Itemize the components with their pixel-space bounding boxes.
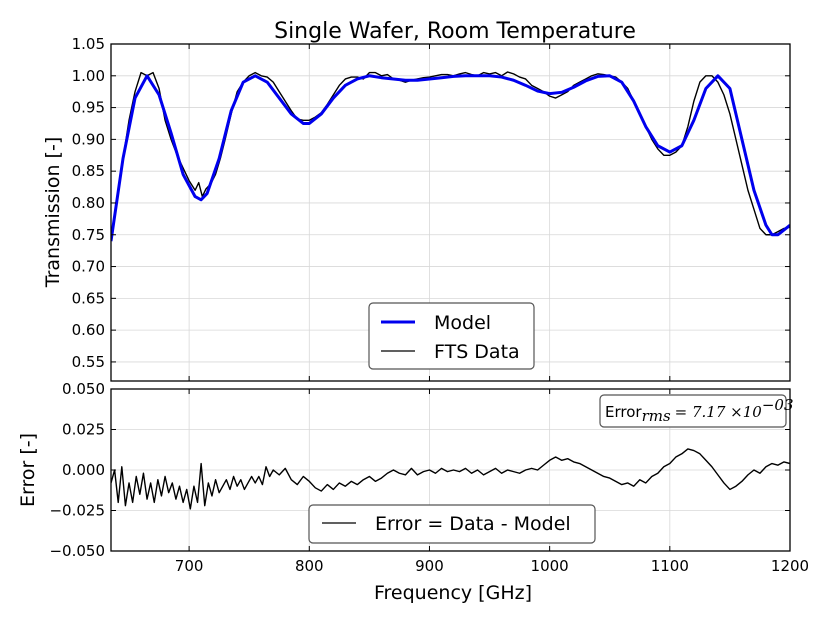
x-tick-label-1200: 1200 bbox=[771, 557, 809, 575]
error-ticks: 700 800 900 1000 1100 1200 −0.050 −0.025 0.000 0.… bbox=[49, 380, 809, 575]
transmission-axes-frame bbox=[110, 43, 791, 382]
legend-box bbox=[368, 302, 535, 370]
rms-subscript: rms bbox=[642, 407, 671, 425]
transmission-y-tick-label-0-75: 0.75 bbox=[72, 226, 105, 244]
error-y-tick-label-0-050: −0.050 bbox=[49, 542, 105, 560]
transmission-y-tick-label-0-85: 0.85 bbox=[72, 162, 105, 180]
legend-label-model: Model bbox=[434, 312, 491, 334]
x-tick-label-1100: 1100 bbox=[651, 557, 689, 575]
error-legend-box bbox=[308, 504, 596, 544]
series-line-fts-data bbox=[111, 71, 790, 240]
transmission-legend: Model FTS Data bbox=[368, 302, 535, 370]
series-line-model bbox=[111, 74, 790, 242]
error-series bbox=[111, 448, 790, 510]
transmission-y-axis-label: Transmission [-] bbox=[42, 137, 64, 288]
transmission-series bbox=[111, 71, 790, 242]
rms-annotation: Errorrms = 7.17 ×10−03 bbox=[599, 394, 793, 428]
x-axis-label: Frequency [GHz] bbox=[374, 582, 532, 604]
transmission-panel: 0.55 0.60 0.65 0.70 0.75 0.80 0.85 0.90 0.95 1.00… bbox=[42, 19, 791, 382]
legend-label-error: Error = Data - Model bbox=[375, 513, 571, 535]
error-y-tick-label-0-025: 0.025 bbox=[62, 421, 105, 439]
error-panel: 700 800 900 1000 1100 1200 −0.050 −0.025 0.000 0.… bbox=[17, 380, 809, 604]
rms-annotation-box bbox=[599, 394, 787, 428]
rms-exponent: −03 bbox=[762, 396, 794, 414]
transmission-y-tick-label-0-65: 0.65 bbox=[72, 289, 105, 307]
transmission-y-tick-label-0-95: 0.95 bbox=[72, 99, 105, 117]
rms-annotation-text: Errorrms = 7.17 ×10−03 bbox=[605, 396, 793, 425]
chart-title: Single Wafer, Room Temperature bbox=[274, 19, 636, 44]
rms-error-word: Error bbox=[605, 403, 642, 421]
x-tick-label-700: 700 bbox=[175, 557, 204, 575]
transmission-ticks: 0.55 0.60 0.65 0.70 0.75 0.80 0.85 0.90 0.95 1.00… bbox=[72, 35, 791, 381]
legend-label-fts-data: FTS Data bbox=[434, 341, 520, 363]
transmission-y-tick-label-0-90: 0.90 bbox=[72, 130, 105, 148]
x-tick-label-800: 800 bbox=[295, 557, 324, 575]
error-y-tick-label-0-000: 0.000 bbox=[62, 461, 105, 479]
x-tick-label-1000: 1000 bbox=[531, 557, 569, 575]
transmission-y-tick-label-0-60: 0.60 bbox=[72, 321, 105, 339]
transmission-y-tick-label-1-05: 1.05 bbox=[72, 35, 105, 53]
x-tick-label-900: 900 bbox=[415, 557, 444, 575]
error-y-axis-label: Error [-] bbox=[17, 433, 39, 507]
transmission-y-tick-label-0-70: 0.70 bbox=[72, 258, 105, 276]
error-y-tick-label-0-025: −0.025 bbox=[49, 502, 105, 520]
rms-value: = 7.17 ×10 bbox=[675, 403, 763, 421]
error-legend: Error = Data - Model bbox=[308, 504, 596, 544]
series-line-error-data-model bbox=[111, 448, 790, 510]
transmission-y-tick-label-0-55: 0.55 bbox=[72, 353, 105, 371]
transmission-y-tick-label-1-00: 1.00 bbox=[72, 67, 105, 85]
error-y-tick-label-0-050: 0.050 bbox=[62, 380, 105, 398]
transmission-y-tick-label-0-80: 0.80 bbox=[72, 194, 105, 212]
